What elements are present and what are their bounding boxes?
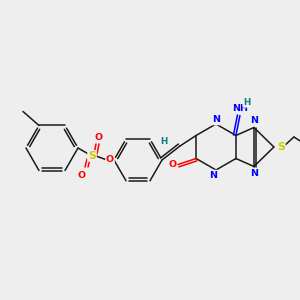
Text: N: N <box>209 170 217 179</box>
Text: N: N <box>250 116 258 125</box>
Text: N: N <box>212 116 220 124</box>
Text: S: S <box>277 142 285 152</box>
Text: O: O <box>78 172 86 181</box>
Text: H: H <box>160 137 168 146</box>
Text: O: O <box>168 160 176 169</box>
Text: S: S <box>88 151 96 161</box>
Text: O: O <box>106 155 114 164</box>
Text: H: H <box>243 98 250 107</box>
Text: N: N <box>250 169 258 178</box>
Text: O: O <box>95 133 103 142</box>
Text: NH: NH <box>232 104 248 113</box>
